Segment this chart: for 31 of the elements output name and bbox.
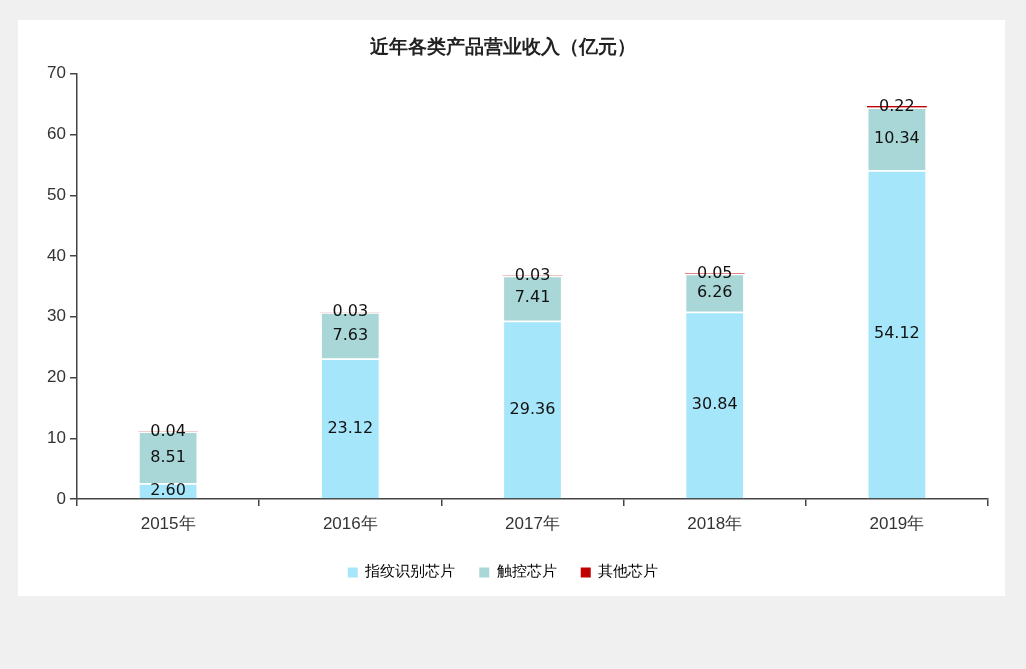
y-tick-label: 40: [47, 245, 66, 265]
legend-label: 其他芯片: [598, 562, 659, 581]
data-label: 0.03: [332, 301, 369, 321]
data-label: 29.36: [509, 398, 556, 418]
x-tick-label: 2018年: [687, 513, 743, 533]
data-label: 10.34: [873, 128, 920, 148]
data-label: 0.05: [696, 262, 733, 282]
chart-title: 近年各类产品营业收入（亿元）: [369, 35, 636, 58]
data-label: 0.03: [514, 264, 551, 284]
data-label: 8.51: [150, 446, 186, 466]
x-tick-label: 2016年: [322, 513, 378, 533]
y-tick-label: 10: [47, 427, 66, 447]
legend-label: 指纹识别芯片: [364, 562, 456, 581]
y-tick-label: 30: [47, 306, 66, 326]
data-label: 2.60: [150, 479, 186, 499]
y-tick-label: 50: [47, 184, 66, 204]
data-label: 23.12: [327, 417, 374, 437]
y-tick-label: 20: [47, 367, 66, 387]
data-label: 7.63: [332, 324, 369, 344]
data-label: 7.41: [514, 287, 551, 307]
y-tick-label: 0: [56, 488, 66, 508]
legend-label: 触控芯片: [496, 562, 557, 581]
y-tick-label: 70: [47, 63, 66, 83]
x-tick-label: 2017年: [505, 513, 560, 533]
data-label: 30.84: [691, 394, 738, 414]
x-tick-label: 2015年: [140, 513, 196, 533]
x-tick-label: 2019年: [869, 513, 925, 533]
data-label: 54.12: [873, 323, 920, 343]
data-label: 0.04: [150, 420, 186, 440]
y-tick-label: 60: [47, 124, 66, 144]
data-label: 6.26: [696, 281, 733, 301]
